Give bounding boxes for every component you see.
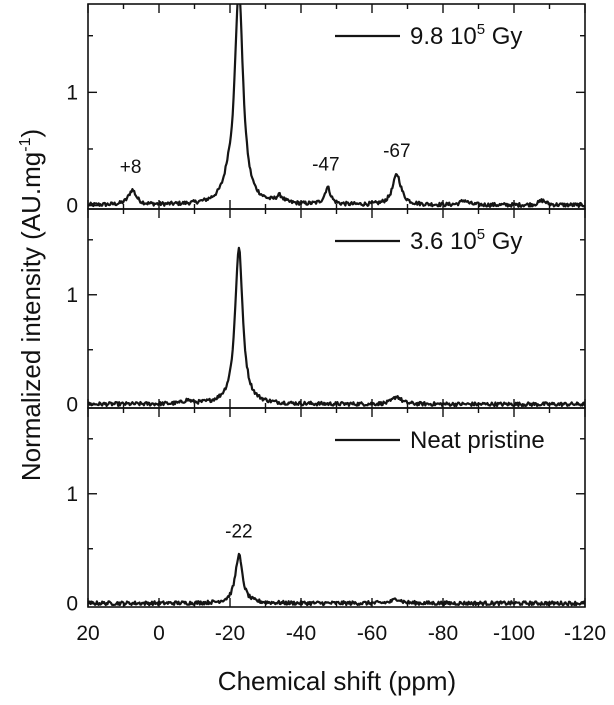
spectrum-line-2 — [88, 246, 585, 408]
spectrum-line-3 — [88, 552, 585, 607]
x-tick-label: -80 — [428, 622, 458, 645]
legend-text-main: Neat pristine — [410, 427, 545, 454]
legend-label-3: Neat pristine — [410, 427, 545, 454]
y-tick-label: 0 — [66, 593, 78, 616]
legend-superscript: 5 — [477, 226, 485, 243]
y-axis-title-sup: -1 — [17, 137, 34, 151]
x-tick-label: 20 — [76, 622, 99, 645]
x-axis-title: Chemical shift (ppm) — [218, 666, 456, 696]
y-axis-title: Normalized intensity (AU.mg-1) — [16, 129, 46, 481]
panel-3: 0 1 Neat pristine -22 — [66, 407, 586, 616]
x-tick-label: -20 — [215, 622, 245, 645]
legend-superscript: 5 — [477, 21, 485, 38]
legend-label-2: 3.6 105 Gy — [410, 226, 522, 255]
x-tick-label: -60 — [357, 622, 387, 645]
y-tick-label: 0 — [66, 394, 78, 417]
y-tick-label: 1 — [66, 483, 78, 506]
y-tick-label: 1 — [66, 284, 78, 307]
legend-unit: Gy — [485, 23, 522, 50]
legend-unit: Gy — [485, 228, 522, 255]
peak-annotation: -47 — [312, 155, 339, 176]
y-tick-label: 1 — [66, 81, 78, 104]
peak-annotation: -22 — [225, 521, 252, 542]
legend-text-main: 9.8 10 — [410, 23, 477, 50]
x-tick-label: -40 — [286, 622, 316, 645]
y-axis-title-main: Normalized intensity (AU.mg — [16, 152, 46, 481]
peak-annotation: +8 — [120, 157, 142, 178]
panel-2: 0 1 3.6 105 Gy — [66, 208, 586, 417]
legend-label-1: 9.8 105 Gy — [410, 21, 522, 50]
y-tick-label: 0 — [66, 195, 78, 218]
legend-text-main: 3.6 10 — [410, 228, 477, 255]
spectrum-line-1 — [88, 4, 585, 208]
x-tick-label: -100 — [493, 622, 535, 645]
y-axis-title-end: ) — [16, 129, 46, 138]
x-tick-label: 0 — [153, 622, 165, 645]
panel-1: 0 1 9.8 105 Gy +8 -47 -67 — [66, 3, 586, 218]
peak-annotation: -67 — [383, 141, 410, 162]
x-tick-label: -120 — [564, 622, 606, 645]
